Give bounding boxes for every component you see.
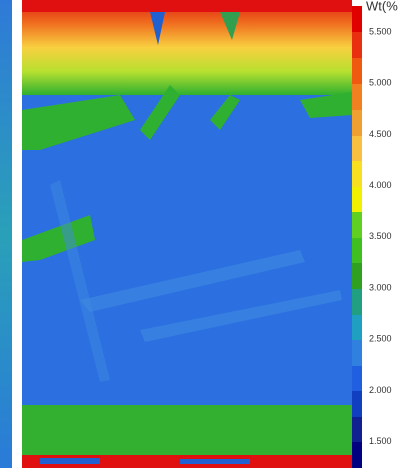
- colorbar-tick-label: 4.000: [369, 180, 392, 190]
- colorbar-tick-label: 5.500: [369, 26, 392, 36]
- colorbar-title: Wt(%: [366, 0, 398, 13]
- left-map: [0, 0, 12, 468]
- colorbar-tick-label: 2.500: [369, 334, 392, 344]
- colorbar-tick-label: 2.000: [369, 385, 392, 395]
- colorbar-tick-label: 5.000: [369, 78, 392, 88]
- colorbar: [352, 6, 362, 468]
- main-map: [22, 0, 352, 468]
- colorbar-tick-label: 1.500: [369, 436, 392, 446]
- colorbar-tick-label: 3.500: [369, 231, 392, 241]
- colorbar-tick-label: 4.500: [369, 129, 392, 139]
- colorbar-tick-label: 3.000: [369, 282, 392, 292]
